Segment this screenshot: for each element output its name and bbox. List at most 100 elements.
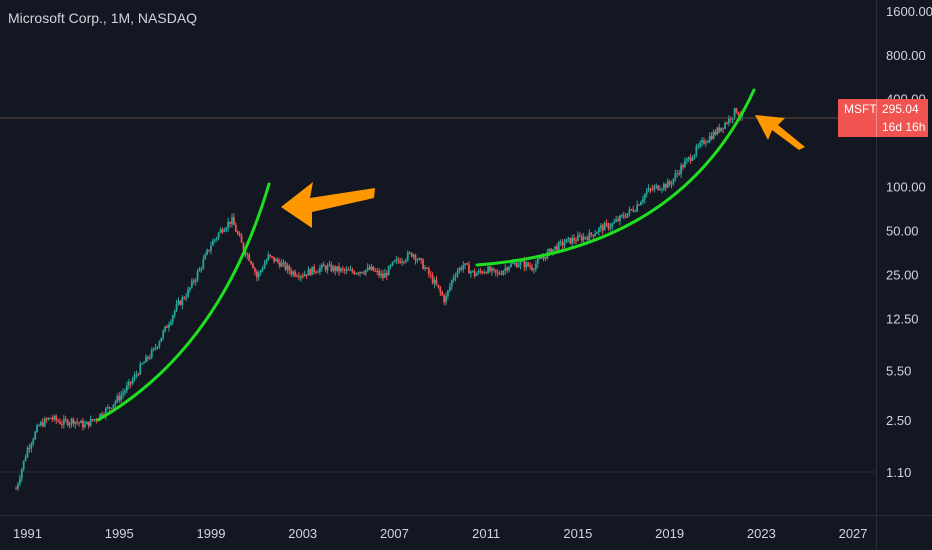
badge-divider <box>876 99 877 137</box>
candle-body <box>494 269 497 273</box>
candle-body <box>267 254 270 261</box>
candle-body <box>275 259 277 262</box>
candle-body <box>641 199 644 202</box>
candle-body <box>534 263 537 270</box>
candle-body <box>280 262 283 267</box>
candle-body <box>571 237 574 244</box>
candle-body <box>154 347 157 349</box>
candle-body <box>674 173 677 179</box>
candle-body <box>439 287 442 292</box>
candle-body <box>82 420 84 428</box>
candle-body <box>487 266 489 274</box>
candle-body <box>643 194 646 200</box>
candle-body <box>202 259 205 269</box>
candle-body <box>441 291 444 296</box>
candle-body <box>259 270 262 273</box>
candle-body <box>206 249 209 255</box>
candle-body <box>147 356 149 359</box>
candle-body <box>607 223 610 229</box>
candle-body <box>383 273 386 278</box>
candle-body <box>255 271 258 278</box>
symbol-title: Microsoft Corp., 1M, NASDAQ <box>8 10 198 26</box>
candle-body <box>242 242 245 251</box>
candle-body <box>217 232 220 238</box>
candle-body <box>716 127 719 135</box>
candle-body <box>229 221 231 224</box>
candle-body <box>452 277 455 281</box>
candle-body <box>168 324 170 328</box>
candle-body <box>124 390 126 393</box>
candle-body <box>536 258 539 264</box>
x-tick-label: 2019 <box>655 526 684 541</box>
candle-body <box>689 157 692 161</box>
candle-body <box>28 448 31 450</box>
candle-body <box>701 140 703 143</box>
candle-body <box>57 420 59 422</box>
candle-body <box>265 260 268 264</box>
candle-body <box>110 407 113 409</box>
candle-body <box>389 265 392 267</box>
candle-body <box>80 420 82 424</box>
candle-body <box>366 267 369 270</box>
candle-body <box>437 284 440 288</box>
candle-body <box>710 135 713 140</box>
candle-body <box>238 233 241 237</box>
candle-body <box>15 488 17 490</box>
candle-body <box>282 262 285 264</box>
candle-body <box>36 425 38 432</box>
candle-body <box>678 173 681 175</box>
candle-body <box>580 236 583 241</box>
candle-body <box>89 419 92 427</box>
candle-body <box>324 266 327 271</box>
candle-body <box>257 272 260 278</box>
arrow-icon-dotcom-peak <box>281 182 375 228</box>
candle-body <box>39 422 42 426</box>
candle-body <box>575 240 577 242</box>
candle-body <box>133 375 136 380</box>
candle-body <box>664 184 667 188</box>
candle-body <box>227 221 230 228</box>
candle-body <box>645 191 648 195</box>
candles <box>15 107 744 491</box>
candle-body <box>317 271 319 273</box>
candle-body <box>640 201 642 206</box>
candle-body <box>87 421 90 427</box>
candle-body <box>693 154 696 159</box>
candle-body <box>45 418 48 420</box>
candle-body <box>127 381 130 386</box>
candle-body <box>443 295 446 303</box>
candle-body <box>406 252 409 260</box>
candle-body <box>294 271 296 276</box>
candle-body <box>273 256 275 262</box>
candle-body <box>490 268 493 272</box>
candle-body <box>450 280 453 287</box>
candle-body <box>83 424 86 428</box>
candle-body <box>475 273 478 276</box>
candle-body <box>236 231 239 234</box>
candle-body <box>131 379 134 384</box>
candle-body <box>91 419 94 421</box>
candle-body <box>311 266 314 275</box>
candle-body <box>460 267 463 270</box>
y-tick-label: 800.00 <box>886 48 926 63</box>
candle-body <box>601 225 604 231</box>
candle-body <box>636 204 639 212</box>
candle-body <box>276 259 279 262</box>
candle-body <box>569 237 572 244</box>
candle-body <box>145 356 147 363</box>
candle-body <box>496 272 499 274</box>
candle-body <box>376 270 379 272</box>
candle-body <box>498 273 501 275</box>
candle-body <box>139 364 142 375</box>
drawings <box>0 88 876 422</box>
candle-body <box>108 407 111 409</box>
candle-body <box>735 108 738 113</box>
candle-body <box>322 264 325 267</box>
candle-body <box>55 416 58 421</box>
candle-body <box>578 235 581 237</box>
candle-body <box>653 186 656 190</box>
candle-body <box>125 385 128 391</box>
candle-body <box>347 269 350 271</box>
y-tick-label: 1600.00 <box>886 4 932 19</box>
